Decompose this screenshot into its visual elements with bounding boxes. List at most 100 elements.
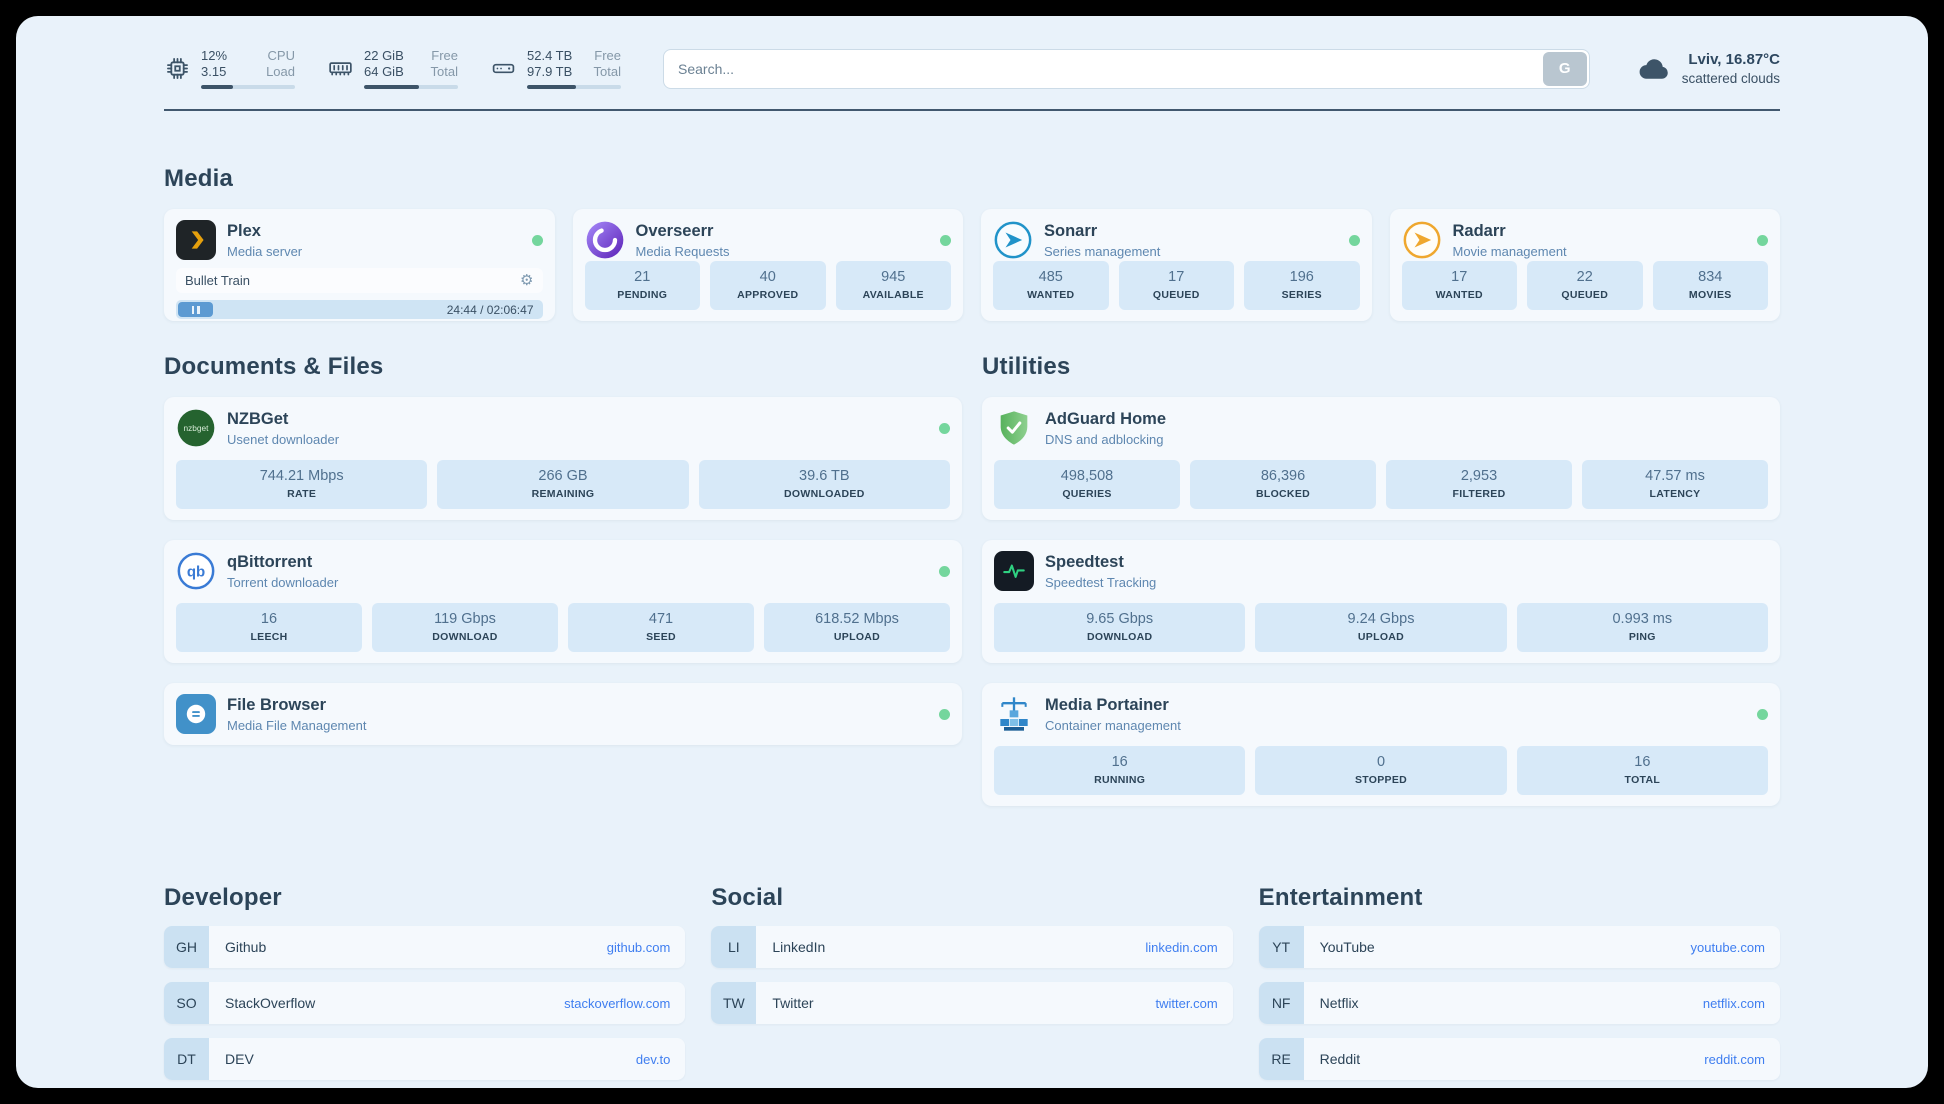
bookmark-stackoverflow[interactable]: SO StackOverflow stackoverflow.com [164, 982, 686, 1024]
stat-series: 196 SERIES [1244, 261, 1360, 310]
service-description: Container management [1045, 717, 1181, 733]
service-card-adguard[interactable]: AdGuard Home DNS and adblocking 498,508 … [982, 397, 1780, 520]
bookmark-group-entertainment: Entertainment YT YouTube youtube.com NF … [1258, 884, 1780, 1080]
service-description: Series management [1044, 243, 1161, 259]
bookmark-linkedin[interactable]: LI LinkedIn linkedin.com [711, 926, 1233, 968]
service-card-nzbget[interactable]: nzbget NZBGet Usenet downloader 744.21 M… [164, 397, 962, 520]
search-provider-button[interactable]: G [1542, 51, 1587, 86]
section-title-entertainment: Entertainment [1258, 884, 1423, 911]
disk-icon [490, 55, 517, 82]
bookmark-abbr: DT [164, 1038, 209, 1080]
bookmark-github[interactable]: GH Github github.com [164, 926, 686, 968]
overseerr-stats: 21 PENDING 40 APPROVED 945 AVAILABLE [584, 261, 951, 310]
bookmark-dev[interactable]: DT DEV dev.to [164, 1038, 686, 1080]
playback-progress-bar[interactable]: 24:44 / 02:06:47 [176, 300, 543, 319]
bookmark-name: DEV [225, 1051, 254, 1067]
bookmark-url: netflix.com [1702, 995, 1765, 1011]
bookmark-url: github.com [606, 939, 671, 955]
bookmark-group-developer: Developer GH Github github.com SO StackO… [164, 884, 686, 1080]
stat-upload: 9.24 Gbps UPLOAD [1255, 603, 1507, 652]
stat-total: 16 TOTAL [1516, 746, 1768, 795]
status-dot-online [939, 565, 950, 577]
status-dot-online [1757, 234, 1768, 246]
service-card-portainer[interactable]: Media Portainer Container management 16 … [982, 683, 1780, 806]
bookmark-netflix[interactable]: NF Netflix netflix.com [1258, 982, 1780, 1024]
stat-filtered: 2,953 FILTERED [1386, 460, 1572, 509]
bookmark-abbr: RE [1258, 1038, 1304, 1080]
bookmark-url: stackoverflow.com [564, 995, 671, 1011]
bookmark-abbr: YT [1258, 926, 1304, 968]
disk-progress-bar [527, 85, 621, 89]
radarr-stats: 17 WANTED 22 QUEUED 834 MOVIES [1401, 261, 1768, 310]
status-dot-online [531, 234, 543, 246]
stat-download: 119 Gbps DOWNLOAD [372, 603, 558, 652]
media-grid: Plex Media server Bullet Train ⚙ 24:44 /… [164, 209, 1780, 321]
svg-text:nzbget: nzbget [183, 423, 209, 433]
cpu-usage-label: CPU [267, 48, 295, 63]
service-description: Media Requests [635, 243, 730, 259]
plex-icon [176, 220, 216, 260]
service-name: NZBGet [227, 409, 289, 428]
search-bar: G [663, 48, 1590, 89]
adguard-stats: 498,508 QUERIES 86,396 BLOCKED 2,953 FIL… [994, 460, 1768, 509]
service-card-qbittorrent[interactable]: qb qBittorrent Torrent downloader 16 LEE… [164, 540, 962, 663]
portainer-icon [994, 694, 1034, 734]
service-card-plex[interactable]: Plex Media server Bullet Train ⚙ 24:44 /… [164, 209, 555, 321]
bookmark-name: YouTube [1319, 939, 1375, 955]
section-documents: Documents & Files nzbget NZBGet Usenet d… [164, 353, 962, 826]
section-title-social: Social [711, 884, 784, 911]
service-name: Plex [227, 221, 261, 240]
stat-rate: 744.21 Mbps RATE [176, 460, 428, 509]
section-media: Media Plex Media server Bullet Train [164, 165, 1780, 321]
service-card-radarr[interactable]: Radarr Movie management 17 WANTED 22 QUE… [1389, 209, 1780, 321]
stat-blocked: 86,396 BLOCKED [1190, 460, 1376, 509]
cpu-widget: 12% CPU 3.15 Load [164, 48, 295, 89]
status-dot-online [1348, 234, 1360, 246]
svg-text:qb: qb [187, 563, 205, 580]
section-title-utilities: Utilities [982, 353, 1071, 380]
service-card-filebrowser[interactable]: File Browser Media File Management [164, 683, 962, 745]
disk-widget: 52.4 TB Free 97.9 TB Total [490, 48, 621, 89]
stat-remaining: 266 GB REMAINING [437, 460, 689, 509]
stat-upload: 618.52 Mbps UPLOAD [764, 603, 950, 652]
section-title-developer: Developer [164, 884, 282, 911]
search-input[interactable] [663, 48, 1590, 89]
service-card-sonarr[interactable]: Sonarr Series management 485 WANTED 17 Q… [981, 209, 1372, 321]
service-name: File Browser [227, 695, 327, 714]
memory-free-value: 22 GiB [364, 48, 404, 63]
stat-latency: 47.57 ms LATENCY [1582, 460, 1768, 509]
stat-wanted: 17 WANTED [1401, 261, 1517, 310]
plex-now-playing: Bullet Train ⚙ 24:44 / 02:06:47 [176, 260, 543, 319]
service-name: Overseerr [635, 221, 714, 240]
portainer-stats: 16 RUNNING 0 STOPPED 16 TOTAL [994, 746, 1768, 795]
memory-widget: 22 GiB Free 64 GiB Total [327, 48, 458, 89]
memory-free-label: Free [431, 48, 458, 63]
resource-widgets: 12% CPU 3.15 Load [164, 48, 621, 89]
stat-downloaded: 39.6 TB DOWNLOADED [698, 460, 950, 509]
topbar-divider [164, 109, 1780, 111]
cpu-load-value: 3.15 [201, 64, 227, 79]
service-card-overseerr[interactable]: Overseerr Media Requests 21 PENDING 40 A… [572, 209, 963, 321]
memory-icon [327, 55, 354, 82]
cpu-load-label: Load [266, 64, 295, 79]
status-dot-online [939, 708, 950, 720]
qbittorrent-stats: 16 LEECH 119 Gbps DOWNLOAD 471 SEED 618.… [176, 603, 950, 652]
stat-movies: 834 MOVIES [1652, 261, 1768, 310]
service-description: Movie management [1452, 243, 1567, 259]
service-description: Speedtest Tracking [1045, 574, 1157, 590]
service-name: Media Portainer [1045, 695, 1169, 714]
bookmark-twitter[interactable]: TW Twitter twitter.com [711, 982, 1233, 1024]
gear-icon[interactable]: ⚙ [520, 272, 534, 289]
service-card-speedtest[interactable]: Speedtest Speedtest Tracking 9.65 Gbps D… [982, 540, 1780, 663]
service-name: Sonarr [1044, 221, 1098, 240]
service-name: Speedtest [1045, 552, 1124, 571]
bookmark-url: twitter.com [1155, 995, 1218, 1011]
weather-condition: scattered clouds [1681, 71, 1780, 86]
bookmark-youtube[interactable]: YT YouTube youtube.com [1258, 926, 1780, 968]
stat-running: 16 RUNNING [994, 746, 1246, 795]
bookmark-reddit[interactable]: RE Reddit reddit.com [1258, 1038, 1780, 1080]
weather-location: Lviv, 16.87°C [1688, 51, 1780, 68]
stat-approved: 40 APPROVED [710, 261, 826, 310]
service-description: Torrent downloader [227, 574, 339, 590]
pause-button[interactable] [178, 302, 213, 317]
